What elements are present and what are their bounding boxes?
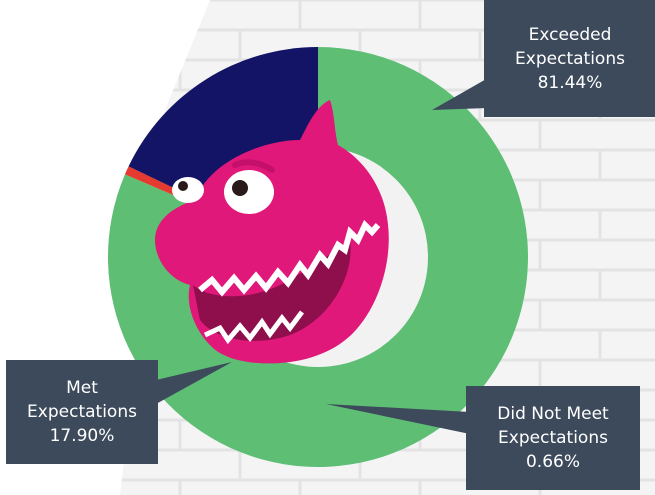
slice-value-exceeded: 81.44% <box>537 72 603 93</box>
slice-label-didnot-line2: Expectations <box>498 428 608 448</box>
callout-did-not-meet-expectations: Did Not Meet Expectations 0.66% <box>466 386 640 490</box>
slice-label-met-line1: Met <box>66 378 98 398</box>
slice-label-exceeded-line2: Expectations <box>515 48 625 69</box>
slice-value-didnot: 0.66% <box>525 452 580 472</box>
slice-label-didnot-line1: Did Not Meet <box>497 404 609 424</box>
slice-label-met-line2: Expectations <box>27 402 137 422</box>
callout-pointer-didnot <box>326 404 470 434</box>
slice-value-met: 17.90% <box>49 426 115 446</box>
callout-pointer-exceeded <box>432 78 488 110</box>
callout-met-expectations: Met Expectations 17.90% <box>6 360 158 464</box>
callout-pointer-met <box>156 362 232 404</box>
callout-exceeded-expectations: Exceeded Expectations 81.44% <box>484 0 655 117</box>
slice-label-exceeded-line1: Exceeded <box>528 24 612 45</box>
shark-mascot-image <box>155 100 389 364</box>
